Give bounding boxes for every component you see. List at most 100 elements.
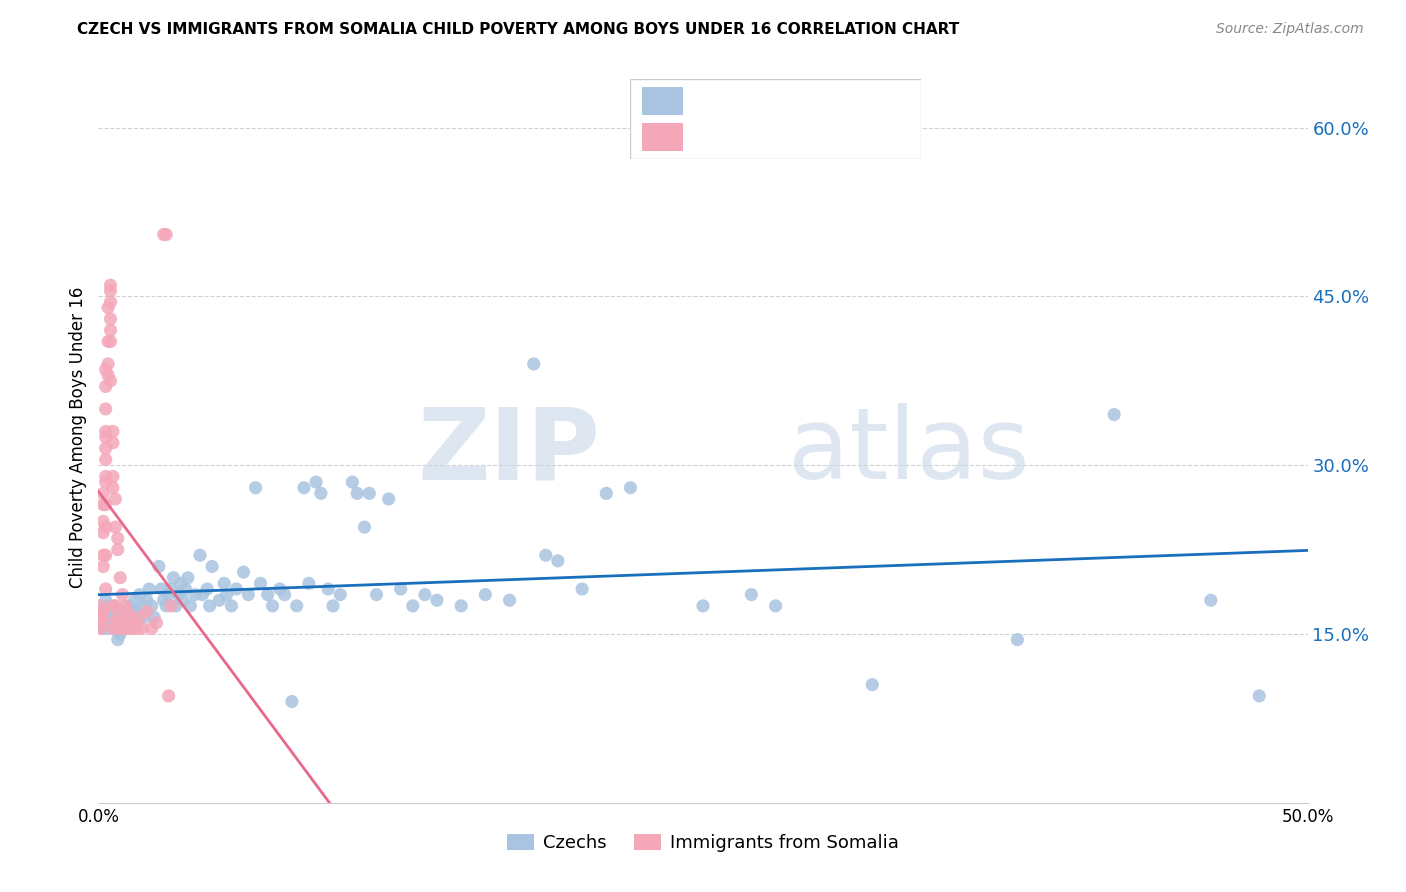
Point	[152, 227, 174, 242]
Point	[1007, 632, 1029, 647]
Point	[94, 401, 117, 416]
Point	[97, 301, 120, 315]
Point	[127, 605, 149, 619]
Point	[143, 610, 166, 624]
Point	[94, 520, 117, 534]
Point	[101, 599, 124, 613]
Point	[100, 374, 122, 388]
Point	[150, 582, 173, 596]
Point	[342, 475, 364, 489]
Point	[131, 621, 153, 635]
Point	[90, 599, 112, 613]
Point	[269, 582, 291, 596]
Point	[128, 588, 150, 602]
Point	[595, 486, 617, 500]
Point	[191, 588, 214, 602]
Point	[101, 435, 124, 450]
Text: CZECH VS IMMIGRANTS FROM SOMALIA CHILD POVERTY AMONG BOYS UNDER 16 CORRELATION C: CZECH VS IMMIGRANTS FROM SOMALIA CHILD P…	[77, 22, 959, 37]
Point	[1102, 408, 1125, 422]
Point	[107, 532, 129, 546]
Point	[94, 498, 117, 512]
Point	[91, 621, 114, 635]
Point	[101, 615, 124, 630]
Point	[148, 559, 170, 574]
Point	[172, 593, 194, 607]
Point	[107, 621, 129, 635]
Point	[104, 599, 127, 613]
Point	[100, 334, 122, 349]
Point	[141, 599, 163, 613]
Point	[346, 486, 368, 500]
Point	[118, 610, 141, 624]
Point	[157, 588, 180, 602]
Point	[292, 481, 315, 495]
Point	[167, 588, 190, 602]
Point	[174, 582, 197, 596]
Point	[91, 525, 114, 540]
Point	[474, 588, 496, 602]
Point	[322, 599, 344, 613]
Point	[107, 542, 129, 557]
Point	[740, 588, 762, 602]
Point	[309, 486, 332, 500]
Point	[108, 615, 131, 630]
Point	[692, 599, 714, 613]
Point	[91, 559, 114, 574]
Point	[128, 610, 150, 624]
Point	[94, 469, 117, 483]
Point	[281, 694, 304, 708]
Point	[90, 621, 112, 635]
Point	[198, 599, 221, 613]
Point	[94, 452, 117, 467]
Point	[359, 486, 381, 500]
Point	[101, 469, 124, 483]
Point	[571, 582, 593, 596]
Point	[111, 610, 134, 624]
Point	[135, 593, 157, 607]
Point	[160, 599, 183, 613]
Point	[619, 481, 641, 495]
Point	[124, 615, 146, 630]
Point	[94, 582, 117, 596]
Point	[114, 599, 136, 613]
Point	[100, 278, 122, 293]
Point	[91, 605, 114, 619]
Point	[97, 357, 120, 371]
Point	[273, 588, 295, 602]
Point	[111, 621, 134, 635]
Point	[97, 368, 120, 383]
Point	[305, 475, 328, 489]
Point	[121, 610, 143, 624]
Point	[523, 357, 546, 371]
Point	[90, 610, 112, 624]
Point	[184, 588, 207, 602]
Point	[94, 593, 117, 607]
Point	[94, 379, 117, 393]
Point	[377, 491, 399, 506]
Point	[121, 621, 143, 635]
Point	[104, 491, 127, 506]
Point	[249, 576, 271, 591]
Point	[118, 621, 141, 635]
Point	[285, 599, 308, 613]
Point	[111, 588, 134, 602]
Point	[100, 610, 122, 624]
Point	[155, 227, 177, 242]
Point	[135, 605, 157, 619]
Point	[389, 582, 412, 596]
Point	[94, 475, 117, 489]
Legend: Czechs, Immigrants from Somalia: Czechs, Immigrants from Somalia	[501, 827, 905, 860]
Text: Source: ZipAtlas.com: Source: ZipAtlas.com	[1216, 22, 1364, 37]
Point	[1249, 689, 1271, 703]
Point	[91, 615, 114, 630]
Point	[152, 593, 174, 607]
Point	[138, 582, 160, 596]
Point	[104, 615, 127, 630]
Point	[329, 588, 352, 602]
Point	[366, 588, 388, 602]
Point	[860, 678, 883, 692]
Point	[201, 559, 224, 574]
Point	[114, 621, 136, 635]
Point	[91, 515, 114, 529]
Point	[108, 627, 131, 641]
